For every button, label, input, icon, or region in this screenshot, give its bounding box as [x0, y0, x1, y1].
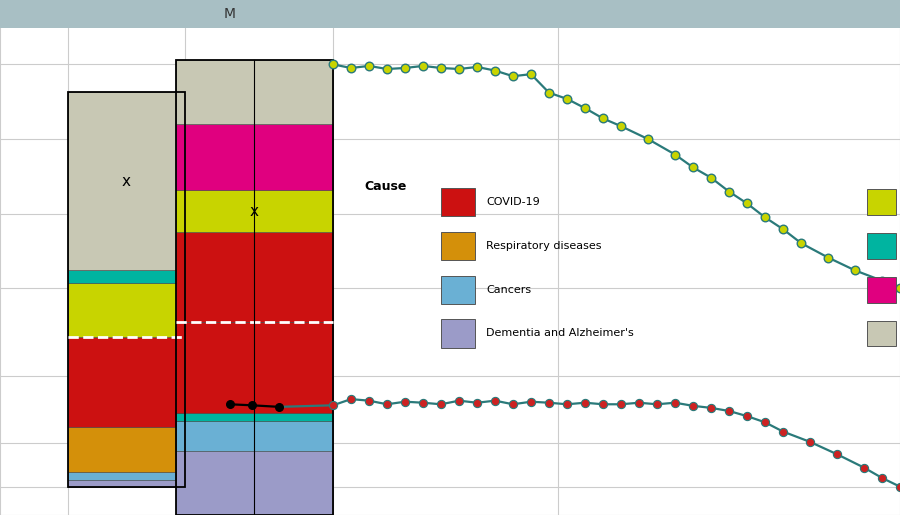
Point [434, 400, 448, 408]
Point [614, 400, 628, 408]
Point [578, 104, 592, 112]
Bar [176, 190, 333, 232]
Text: COVID-19: COVID-19 [486, 197, 540, 207]
Point [506, 400, 520, 408]
Bar [176, 421, 333, 451]
Point [398, 64, 412, 72]
Bar [441, 232, 475, 260]
Text: x: x [122, 174, 130, 188]
Point [452, 397, 466, 405]
Point [452, 65, 466, 73]
Point [272, 403, 286, 411]
Point [641, 135, 655, 143]
Point [344, 395, 358, 403]
Point [560, 400, 574, 408]
Point [875, 474, 889, 482]
Bar [176, 60, 333, 515]
Point [222, 400, 237, 408]
Point [488, 397, 502, 405]
Bar [68, 480, 184, 487]
Text: M: M [223, 7, 236, 21]
Bar [176, 232, 333, 322]
Bar [68, 337, 184, 427]
Point [524, 70, 538, 78]
Point [362, 397, 376, 405]
Text: Cause: Cause [364, 180, 407, 193]
Point [776, 225, 790, 233]
Point [686, 163, 700, 171]
Point [794, 239, 808, 247]
Bar [867, 190, 896, 215]
Bar [0, 0, 900, 28]
Point [344, 64, 358, 72]
Point [470, 399, 484, 407]
Point [722, 407, 736, 415]
Point [632, 399, 646, 407]
Point [542, 399, 556, 407]
Bar [176, 60, 333, 124]
Bar [176, 451, 333, 515]
Point [821, 253, 835, 262]
Bar [441, 188, 475, 216]
Point [542, 89, 556, 97]
Bar [441, 319, 475, 348]
Point [776, 427, 790, 436]
Point [362, 62, 376, 70]
Point [830, 450, 844, 458]
Bar [441, 276, 475, 304]
Text: Dementia and Alzheimer's: Dementia and Alzheimer's [486, 329, 634, 338]
Point [245, 401, 259, 409]
Point [614, 122, 628, 130]
Point [524, 398, 538, 406]
Point [326, 60, 340, 68]
Bar [867, 277, 896, 303]
Bar [867, 233, 896, 259]
Text: Respiratory diseases: Respiratory diseases [486, 241, 601, 251]
Point [326, 401, 340, 409]
Point [668, 150, 682, 159]
Bar [68, 427, 184, 472]
Point [596, 400, 610, 408]
Point [560, 95, 574, 103]
Bar [176, 322, 333, 413]
Point [758, 213, 772, 221]
Point [398, 398, 412, 406]
Bar [176, 413, 333, 421]
Point [650, 400, 664, 408]
Point [488, 66, 502, 75]
Bar [68, 270, 184, 283]
Point [416, 399, 430, 407]
Point [668, 399, 682, 407]
Point [893, 284, 900, 293]
Bar [176, 124, 333, 190]
Point [416, 62, 430, 70]
Text: x: x [249, 203, 259, 219]
Point [686, 402, 700, 410]
Point [803, 438, 817, 446]
Bar [68, 283, 184, 337]
Point [596, 114, 610, 123]
Point [470, 63, 484, 71]
Point [380, 400, 394, 408]
Point [704, 404, 718, 412]
Point [848, 266, 862, 274]
Point [857, 464, 871, 472]
Point [578, 399, 592, 407]
Bar [68, 472, 184, 480]
Bar [68, 92, 184, 487]
Bar [867, 320, 896, 347]
Point [875, 277, 889, 285]
Point [704, 174, 718, 182]
Point [740, 412, 754, 420]
Point [380, 65, 394, 73]
Text: Cancers: Cancers [486, 285, 531, 295]
Bar [68, 92, 184, 270]
Point [506, 72, 520, 80]
Point [893, 483, 900, 491]
Point [758, 418, 772, 426]
Point [722, 187, 736, 196]
Point [740, 199, 754, 208]
Point [434, 64, 448, 72]
